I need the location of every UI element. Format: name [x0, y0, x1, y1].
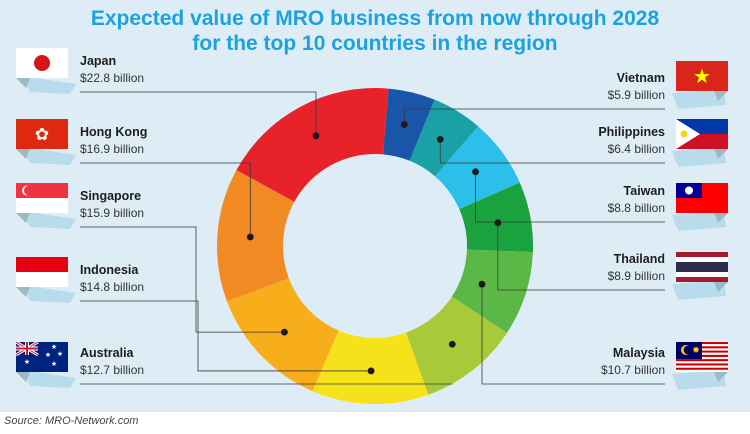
country-flags: ★✹★★★★★✿: [16, 48, 728, 390]
value-malaysia: $10.7 billion: [601, 363, 665, 377]
value-australia: $12.7 billion: [80, 363, 144, 377]
country-labels: Japan $22.8 billion Vietnam $5.9 billion Phi…: [80, 54, 666, 377]
source-note: Source: MRO-Network.com: [4, 415, 139, 427]
svg-text:✿: ✿: [35, 125, 49, 145]
svg-text:★: ★: [45, 351, 51, 359]
malaysia-flag-icon: ✹: [672, 342, 728, 390]
slice-vietnam: [383, 88, 435, 161]
title-line-2: for the top 10 countries in the region: [192, 32, 558, 55]
value-hong-kong: $16.9 billion: [80, 142, 144, 156]
leader-line-japan: [80, 91, 317, 136]
value-singapore: $15.9 billion: [80, 206, 144, 220]
source-bar: Source: MRO-Network.com: [0, 412, 750, 434]
leader-dot-philippines: [436, 135, 444, 143]
leader-dot-malaysia: [478, 280, 486, 288]
donut-chart: Japan $22.8 billion Vietnam $5.9 billion Phi…: [16, 48, 728, 404]
label-thailand: Thailand: [614, 252, 665, 266]
slice-japan: [236, 88, 389, 202]
vietnam-flag-icon: ★: [672, 61, 728, 109]
slice-thailand: [459, 182, 533, 253]
singapore-flag-icon: [16, 183, 76, 229]
leader-dot-indonesia: [367, 367, 375, 375]
svg-text:★: ★: [57, 350, 63, 358]
japan-flag-icon: [16, 48, 76, 94]
leader-line-hong-kong: [80, 162, 251, 238]
leader-line-thailand: [497, 222, 665, 291]
australia-flag-icon: ★★★★★: [16, 342, 76, 388]
slice-philippines: [409, 99, 479, 177]
leader-line-taiwan: [475, 171, 665, 223]
value-thailand: $8.9 billion: [608, 269, 665, 283]
value-philippines: $6.4 billion: [608, 142, 665, 156]
value-japan: $22.8 billion: [80, 71, 144, 85]
svg-text:★: ★: [24, 358, 30, 366]
taiwan-flag-icon: [672, 183, 728, 231]
slice-malaysia: [451, 249, 533, 333]
chart-title: Expected value of MRO business from now …: [0, 6, 750, 56]
hong-kong-flag-icon: ✿: [16, 119, 76, 165]
leader-dot-hong-kong: [246, 233, 254, 241]
label-vietnam: Vietnam: [617, 71, 665, 85]
philippines-flag-icon: [672, 119, 728, 167]
value-taiwan: $8.8 billion: [608, 201, 665, 215]
svg-text:★: ★: [51, 360, 57, 368]
slice-taiwan: [435, 126, 520, 210]
value-indonesia: $14.8 billion: [80, 280, 144, 294]
leader-line-vietnam: [403, 108, 665, 125]
svg-text:★: ★: [693, 64, 711, 88]
leader-dot-japan: [312, 132, 320, 140]
leader-dot-australia: [448, 340, 456, 348]
leader-dot-thailand: [494, 219, 502, 227]
leader-line-indonesia: [80, 300, 372, 372]
label-singapore: Singapore: [80, 189, 141, 203]
label-japan: Japan: [80, 54, 116, 68]
donut-slices: [217, 88, 533, 404]
label-malaysia: Malaysia: [613, 346, 666, 360]
label-philippines: Philippines: [598, 125, 665, 139]
label-hong-kong: Hong Kong: [80, 125, 147, 139]
title-line-1: Expected value of MRO business from now …: [90, 7, 660, 30]
value-vietnam: $5.9 billion: [608, 88, 665, 102]
leader-line-philippines: [439, 139, 665, 164]
leader-line-singapore: [80, 226, 285, 333]
thailand-flag-icon: [672, 252, 728, 300]
label-indonesia: Indonesia: [80, 263, 139, 277]
svg-text:★: ★: [51, 343, 57, 351]
leader-lines: [80, 91, 665, 385]
label-australia: Australia: [80, 346, 135, 360]
label-taiwan: Taiwan: [624, 184, 665, 198]
indonesia-flag-icon: [16, 257, 76, 303]
slice-hong-kong: [217, 170, 295, 302]
leader-dot-taiwan: [472, 168, 479, 176]
leader-dot-vietnam: [400, 121, 408, 128]
svg-text:✹: ✹: [692, 346, 700, 356]
leader-line-malaysia: [481, 284, 665, 385]
leader-dot-singapore: [281, 328, 288, 336]
slice-indonesia: [312, 330, 429, 404]
